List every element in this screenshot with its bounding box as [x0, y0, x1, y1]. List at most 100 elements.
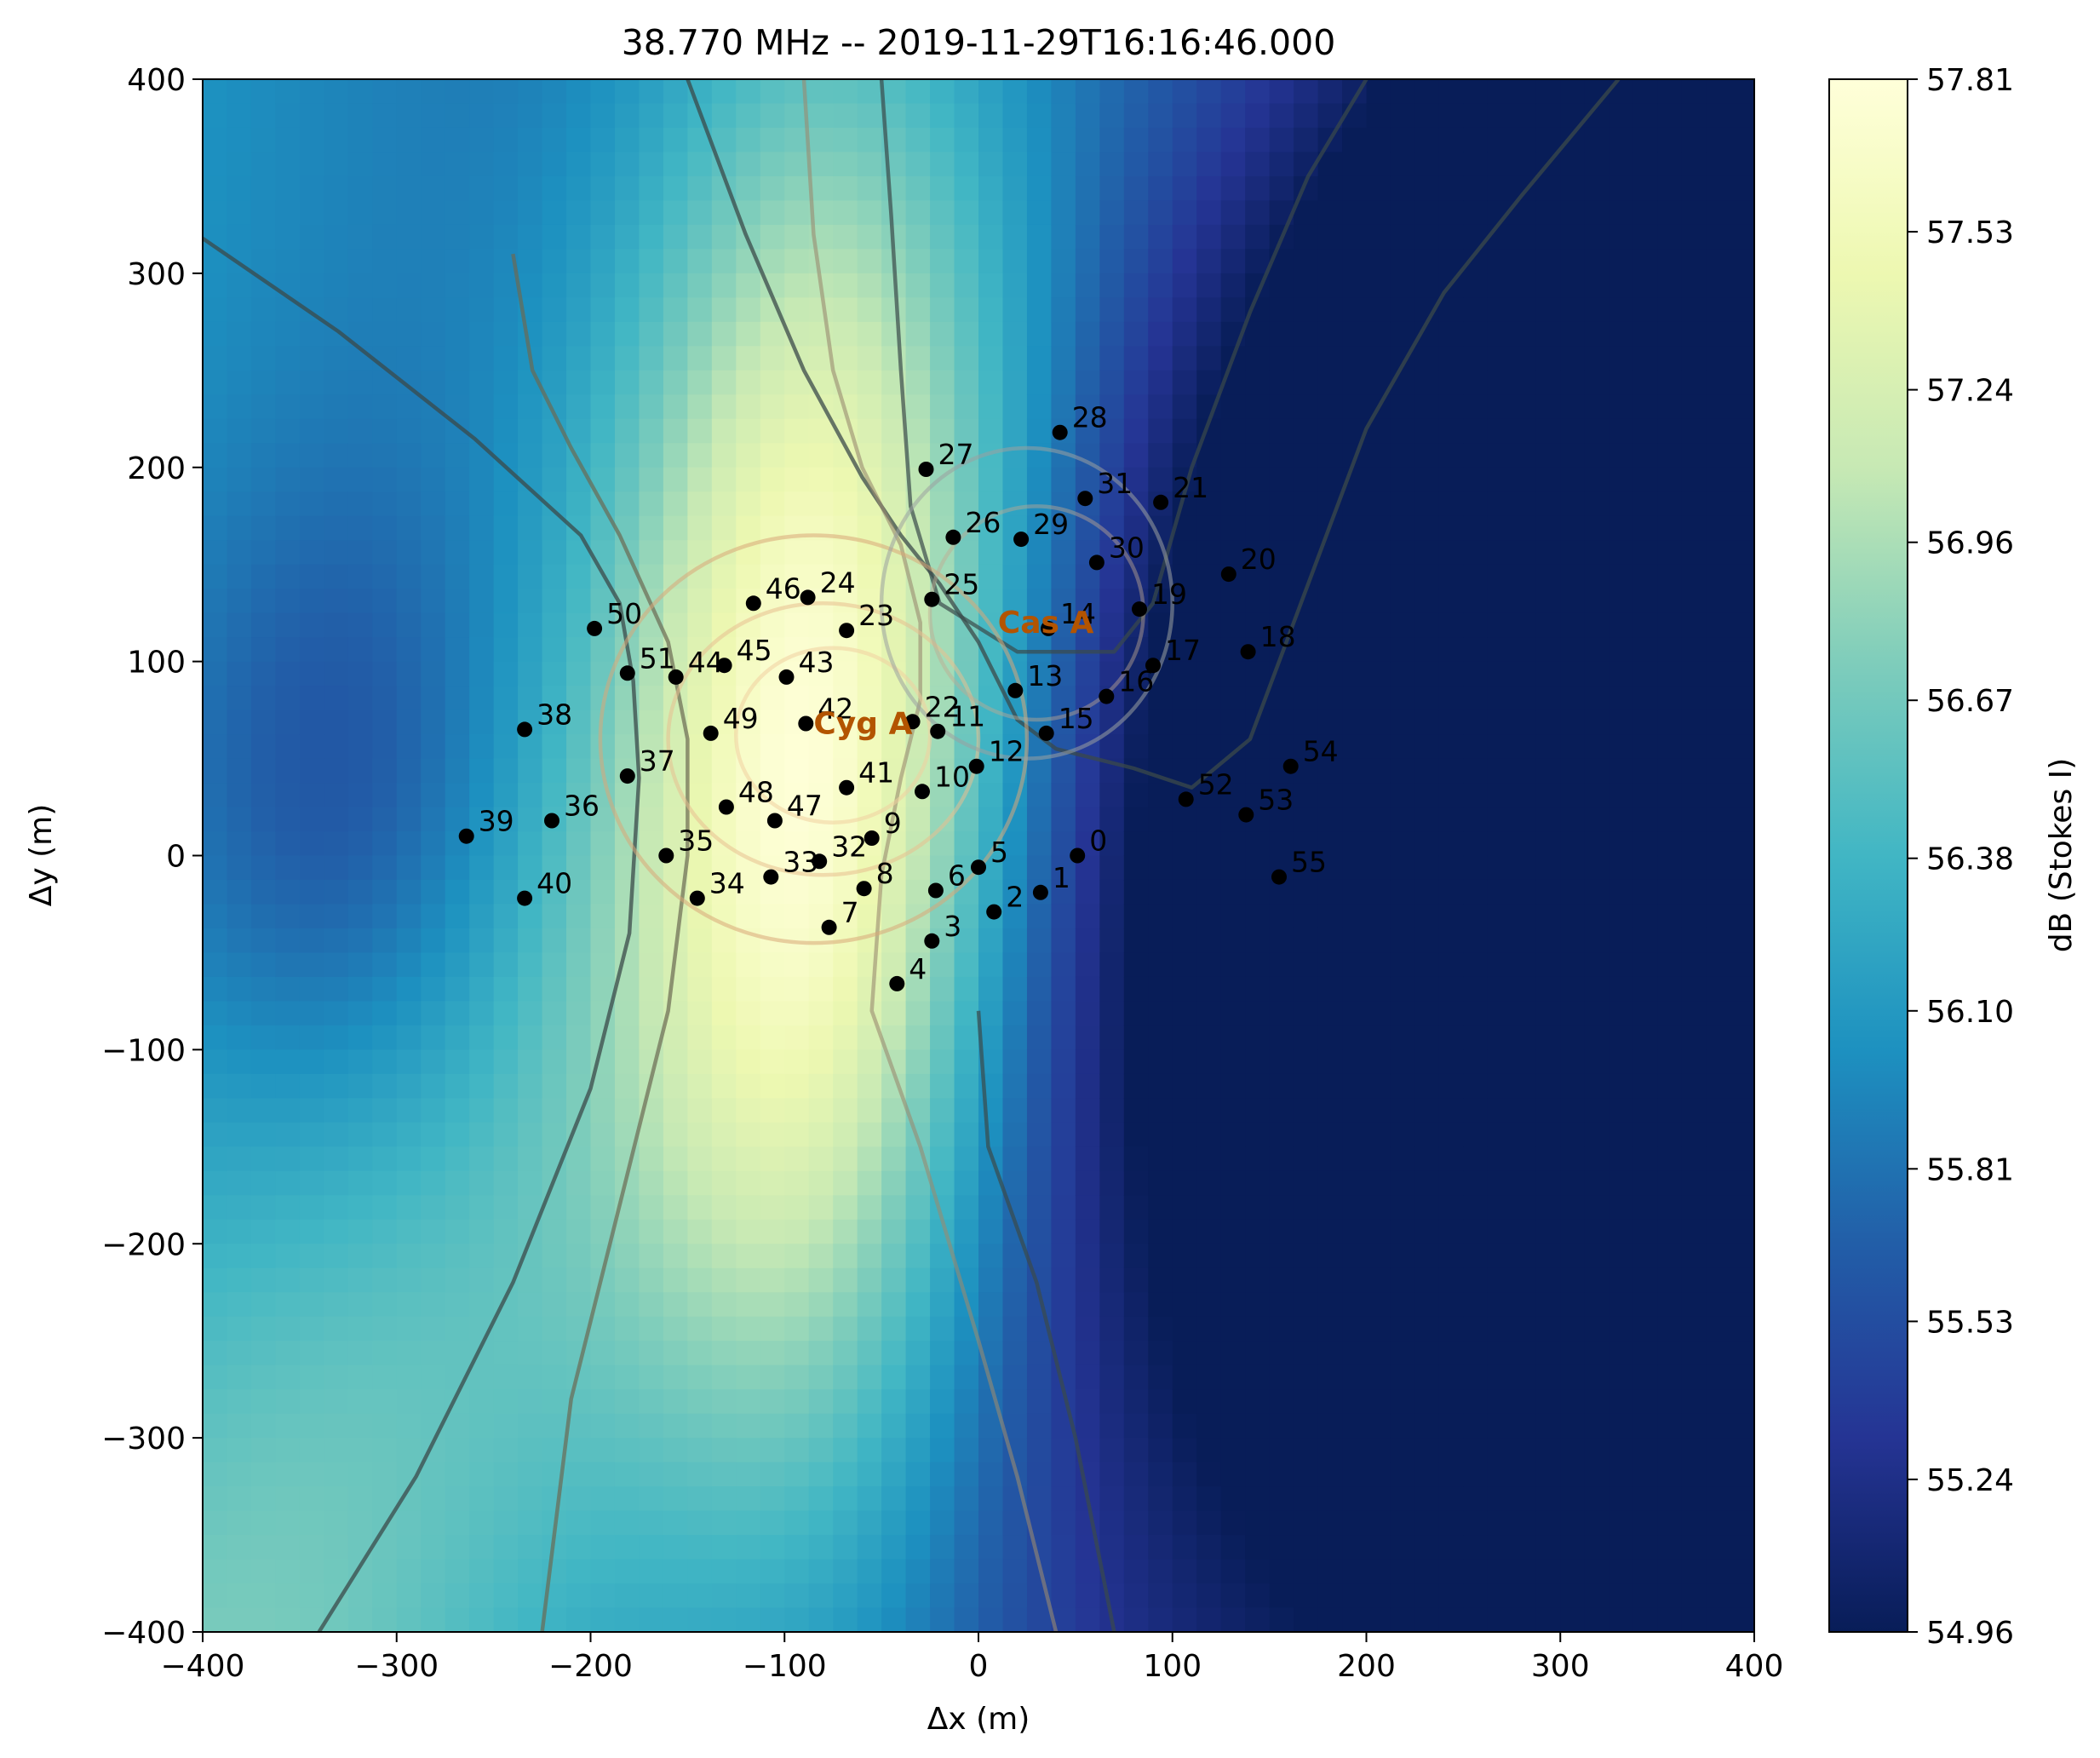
heatmap-cell [1487, 1389, 1512, 1415]
heatmap-cell [1123, 807, 1149, 832]
heatmap-cell [275, 831, 301, 857]
heatmap-cell [857, 1607, 882, 1632]
heatmap-cell [760, 418, 785, 444]
heatmap-cell [250, 1438, 277, 1463]
heatmap-cell [1026, 904, 1053, 929]
heatmap-cell [324, 1559, 349, 1584]
heatmap-cell [299, 224, 324, 250]
heatmap-cell [372, 1219, 398, 1244]
heatmap-cell [542, 1292, 567, 1318]
heatmap-cell [275, 1195, 301, 1221]
heatmap-cell [1487, 1559, 1512, 1584]
heatmap-cell [1706, 1583, 1731, 1609]
heatmap-cell [1681, 1025, 1707, 1050]
heatmap-cell [1317, 1244, 1343, 1269]
heatmap-cell [1487, 807, 1512, 832]
heatmap-cell [250, 1510, 277, 1536]
heatmap-cell [445, 1122, 470, 1147]
heatmap-cell [1414, 637, 1440, 663]
heatmap-cell [299, 612, 324, 638]
heatmap-cell [1584, 1195, 1609, 1221]
heatmap-cell [1342, 1195, 1368, 1221]
heatmap-cell [1657, 1122, 1683, 1147]
heatmap-cell [324, 1001, 349, 1026]
heatmap-cell [614, 1535, 640, 1560]
heatmap-cell [833, 297, 858, 323]
heatmap-cell [396, 807, 422, 832]
heatmap-cell [1681, 79, 1707, 105]
heatmap-cell [663, 346, 688, 371]
y-tick-label: −200 [101, 1227, 186, 1262]
heatmap-cell [1148, 1389, 1173, 1415]
heatmap-cell [833, 1559, 858, 1584]
heatmap-cell [1390, 1001, 1416, 1026]
heatmap-cell [930, 734, 955, 760]
heatmap-cell [833, 1073, 858, 1099]
heatmap-cell [1390, 976, 1416, 1002]
heatmap-cell [1657, 1364, 1683, 1390]
heatmap-cell [1220, 175, 1246, 202]
heatmap-cell [663, 540, 688, 566]
heatmap-cell [1245, 1170, 1271, 1196]
heatmap-cell [421, 1146, 446, 1172]
heatmap-cell [1366, 273, 1391, 298]
heatmap-cell [1730, 273, 1754, 298]
heatmap-cell [1706, 1341, 1731, 1366]
heatmap-cell [421, 1292, 446, 1318]
heatmap-cell [1026, 127, 1053, 153]
antenna-marker [986, 904, 1002, 920]
heatmap-cell [493, 1122, 519, 1147]
heatmap-cell [1099, 1219, 1125, 1244]
heatmap-cell [1245, 1025, 1271, 1050]
heatmap-cell [324, 1219, 349, 1244]
antenna-label: 21 [1173, 471, 1208, 504]
heatmap-cell [1657, 443, 1683, 468]
heatmap-cell [1512, 589, 1537, 614]
heatmap-cell [1463, 79, 1489, 105]
heatmap-cell [1487, 1122, 1512, 1147]
heatmap-cell [1463, 855, 1489, 881]
heatmap-cell [711, 127, 737, 153]
heatmap-cell [275, 1559, 301, 1584]
heatmap-cell [808, 564, 834, 589]
heatmap-cell [590, 904, 616, 929]
heatmap-cell [1438, 1510, 1464, 1536]
heatmap-cell [1512, 297, 1537, 323]
heatmap-cell [760, 346, 785, 371]
heatmap-cell [324, 1438, 349, 1463]
heatmap-cell [857, 1486, 882, 1512]
heatmap-cell [736, 1292, 761, 1318]
x-tick-label: 300 [1531, 1649, 1590, 1684]
heatmap-cell [372, 734, 398, 760]
heatmap-cell [1342, 1170, 1368, 1196]
heatmap-cell [1535, 346, 1561, 371]
heatmap-cell [275, 127, 301, 153]
heatmap-cell [396, 879, 422, 905]
heatmap-cell [1487, 1073, 1512, 1099]
heatmap-cell [396, 224, 422, 250]
antenna-label: 42 [818, 692, 853, 726]
heatmap-cell [663, 127, 688, 153]
heatmap-cell [372, 224, 398, 250]
heatmap-cell [954, 1122, 979, 1147]
heatmap-cell [1172, 589, 1197, 614]
heatmap-cell [614, 321, 640, 347]
heatmap-cell [663, 175, 688, 202]
heatmap-cell [1051, 564, 1076, 589]
heatmap-cell [930, 1486, 955, 1512]
heatmap-cell [1560, 952, 1586, 978]
heatmap-cell [978, 783, 1004, 808]
heatmap-cell [1075, 589, 1100, 614]
heatmap-cell [639, 1001, 664, 1026]
heatmap-cell [1099, 1413, 1125, 1439]
heatmap-cell [1632, 370, 1658, 395]
heatmap-cell [324, 855, 349, 881]
heatmap-cell [1535, 1219, 1561, 1244]
heatmap-cell [1075, 1122, 1100, 1147]
colorbar-tick-label: 57.81 [1926, 63, 2014, 98]
heatmap-cell [469, 855, 495, 881]
heatmap-cell [1051, 249, 1076, 274]
heatmap-cell [275, 394, 301, 420]
heatmap-cell [1172, 758, 1197, 784]
